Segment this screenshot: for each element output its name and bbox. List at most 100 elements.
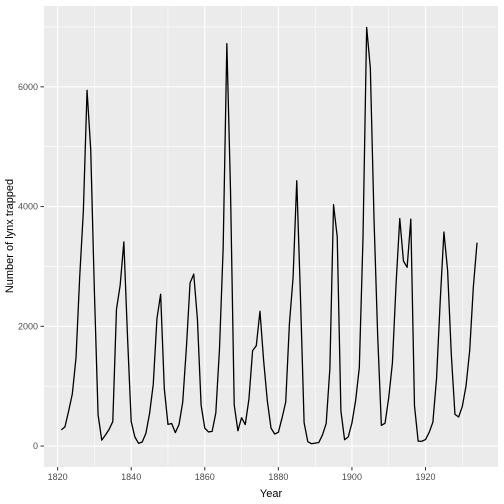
data-point (144, 432, 147, 435)
y-tick-label: 4000 (18, 202, 38, 212)
data-point (332, 203, 335, 206)
y-tick-label: 6000 (18, 82, 38, 92)
data-point (476, 241, 479, 244)
minor-gridlines (44, 6, 498, 467)
data-point (148, 412, 151, 415)
data-point (303, 421, 306, 424)
data-point (380, 424, 383, 427)
data-point (141, 440, 144, 443)
data-point (409, 218, 412, 221)
data-point (395, 282, 398, 285)
data-point (461, 405, 464, 408)
data-point (420, 440, 423, 443)
data-point (170, 422, 173, 425)
data-point (108, 428, 111, 431)
x-tick-label: 1860 (195, 472, 215, 482)
data-point (189, 281, 192, 284)
data-point (200, 404, 203, 407)
data-point (174, 431, 177, 434)
data-point (439, 299, 442, 302)
data-point (314, 442, 317, 445)
data-point (93, 290, 96, 293)
data-point (328, 367, 331, 370)
data-point (78, 276, 81, 279)
data-point (310, 442, 313, 445)
data-point (270, 427, 273, 430)
data-point (277, 431, 280, 434)
data-point (442, 231, 445, 234)
data-point (376, 335, 379, 338)
data-point (402, 259, 405, 262)
data-point (295, 179, 298, 182)
data-point (258, 310, 261, 313)
data-point (358, 366, 361, 369)
data-point (67, 410, 70, 413)
data-point (299, 294, 302, 297)
data-point (240, 416, 243, 419)
data-point (373, 217, 376, 220)
data-point (369, 67, 372, 70)
data-point (457, 416, 460, 419)
data-point (185, 346, 188, 349)
data-point (284, 400, 287, 403)
series-line (60, 26, 478, 445)
data-point (450, 353, 453, 356)
y-axis-ticks: 0 2000 4000 6000 (18, 82, 44, 451)
major-gridlines (44, 6, 498, 467)
data-point (181, 401, 184, 404)
data-point (435, 377, 438, 380)
data-point (222, 246, 225, 249)
data-point (343, 438, 346, 441)
data-point (104, 434, 107, 437)
data-point (63, 425, 66, 428)
data-point (321, 433, 324, 436)
data-point (453, 413, 456, 416)
data-point (384, 422, 387, 425)
data-point (211, 430, 214, 433)
data-point (82, 209, 85, 212)
data-point (133, 436, 136, 439)
y-tick-label: 2000 (18, 321, 38, 331)
data-point (236, 429, 239, 432)
x-tick-label: 1920 (416, 472, 436, 482)
data-point (247, 398, 250, 401)
data-point (192, 273, 195, 276)
data-point (354, 399, 357, 402)
data-point (97, 413, 100, 416)
data-point (163, 387, 166, 390)
data-point (464, 385, 467, 388)
data-point (244, 423, 247, 426)
data-point (233, 403, 236, 406)
data-point (387, 396, 390, 399)
data-point (137, 442, 140, 445)
data-point (262, 359, 265, 362)
data-point (347, 435, 350, 438)
y-axis-title: Number of lynx trapped (4, 179, 16, 293)
data-point (225, 42, 228, 45)
data-point (60, 428, 63, 431)
data-point (75, 356, 78, 359)
data-point (468, 349, 471, 352)
data-point (446, 269, 449, 272)
data-point (126, 335, 129, 338)
data-point (292, 276, 295, 279)
data-point (325, 422, 328, 425)
data-point (71, 392, 74, 395)
x-axis-ticks: 1820 1840 1860 1880 1900 1920 (48, 467, 436, 482)
data-point (273, 433, 276, 436)
data-point (339, 409, 342, 412)
data-point (89, 148, 92, 151)
data-point (111, 420, 114, 423)
data-point (266, 399, 269, 402)
data-point (431, 421, 434, 424)
x-tick-label: 1900 (342, 472, 362, 482)
x-tick-label: 1880 (268, 472, 288, 482)
data-point (196, 318, 199, 321)
data-point (178, 423, 181, 426)
data-point (207, 430, 210, 433)
data-point (255, 344, 258, 347)
data-point (251, 349, 254, 352)
data-point (406, 266, 409, 269)
data-point (214, 411, 217, 414)
x-axis-title: Year (260, 488, 283, 500)
